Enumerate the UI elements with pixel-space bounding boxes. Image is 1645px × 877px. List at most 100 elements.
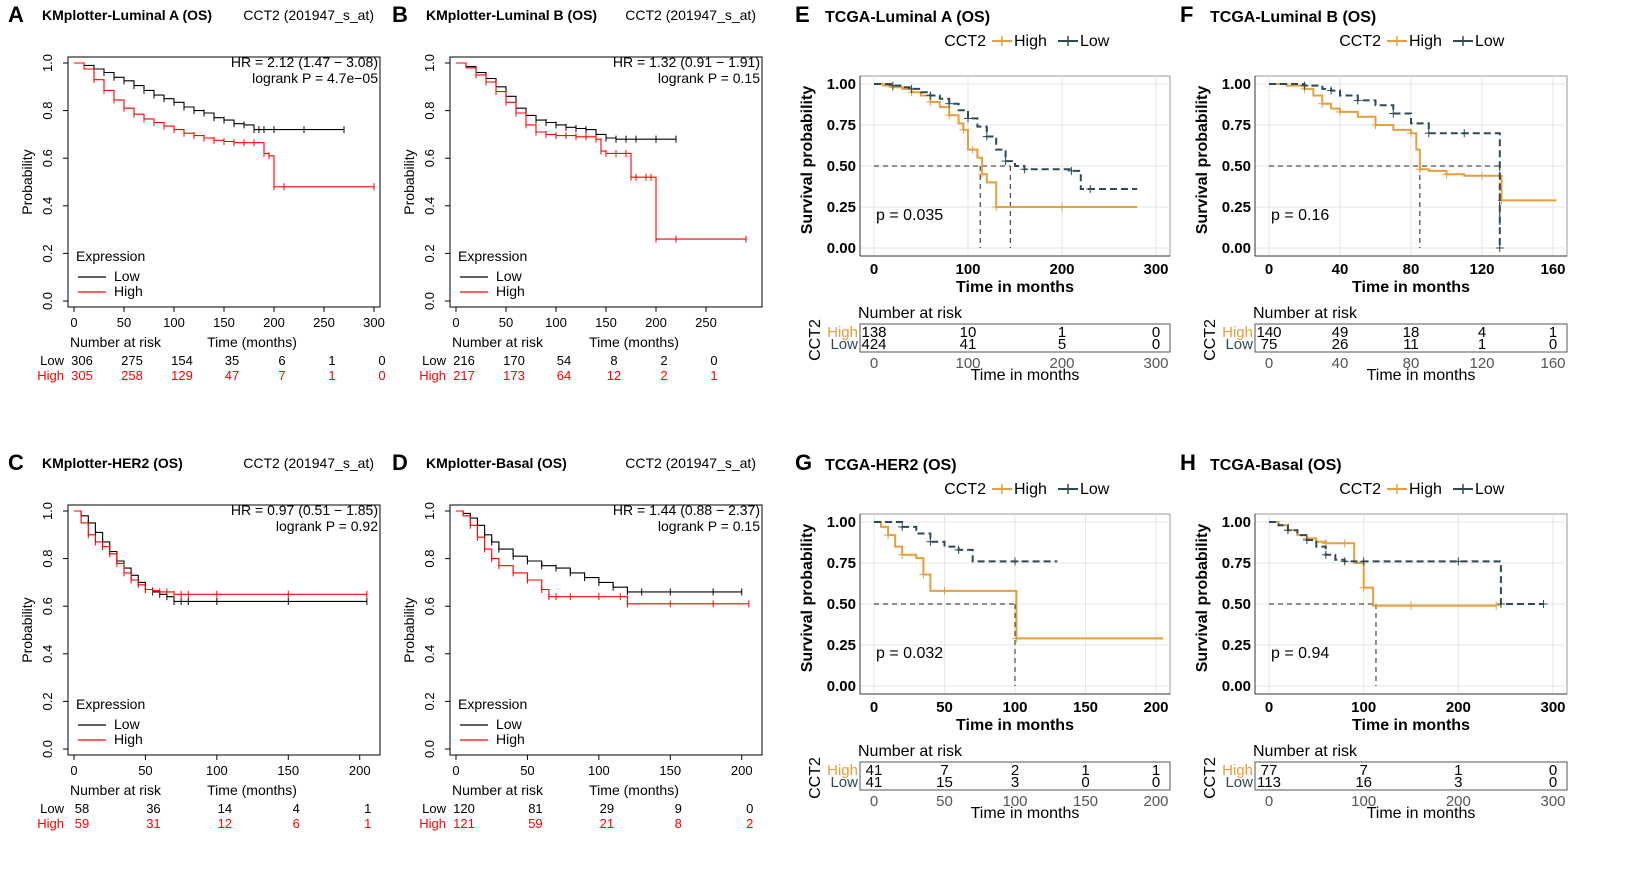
risk-count: 0 xyxy=(378,368,385,383)
panel-h: H TCGA-Basal (OS)CCT2 High Low0.000.250.500… xyxy=(1180,450,1568,822)
strata-label: CCT2 xyxy=(944,33,986,50)
risk-count: 217 xyxy=(453,368,475,383)
x-tick-label: 80 xyxy=(1403,261,1420,278)
risk-x-tick-label: 0 xyxy=(1265,355,1273,372)
risk-x-axis-label: Time in months xyxy=(971,367,1080,384)
risk-count: 0 xyxy=(1549,774,1557,791)
y-tick-label: 0.75 xyxy=(827,117,856,134)
risk-count: 16 xyxy=(1355,774,1372,791)
risk-count: 36 xyxy=(146,801,160,816)
p-value-text: logrank P = 0.15 xyxy=(658,70,760,86)
x-tick-label: 200 xyxy=(645,315,667,330)
x-axis-label: Time in months xyxy=(956,717,1074,734)
risk-row-label-high: High xyxy=(37,816,64,831)
x-axis-label: Time (months) xyxy=(589,782,679,798)
risk-count: 1 xyxy=(710,368,717,383)
legend-title: Expression xyxy=(458,248,527,264)
legend-label-low: Low xyxy=(114,716,141,732)
panel-g: G TCGA-HER2 (OS)CCT2 High Low0.000.250.500.… xyxy=(795,450,1171,822)
x-tick-label: 200 xyxy=(1143,699,1168,716)
risk-row-label-high: High xyxy=(419,816,446,831)
survival-curve-low xyxy=(74,62,344,131)
risk-row-label-low: Low xyxy=(40,801,64,816)
risk-strata-label: CCT2 xyxy=(807,319,824,361)
y-tick-label: 0.8 xyxy=(40,550,55,568)
p-value-text: logrank P = 0.92 xyxy=(276,518,378,534)
y-tick-label: 0.25 xyxy=(827,637,856,654)
x-tick-label: 150 xyxy=(277,763,299,778)
legend-title: Expression xyxy=(458,696,527,712)
risk-x-axis-label: Time in months xyxy=(971,805,1080,822)
x-tick-label: 100 xyxy=(1002,699,1027,716)
x-axis-label: Time (months) xyxy=(207,782,297,798)
p-value-text: p = 0.94 xyxy=(1271,645,1329,662)
y-axis-label: Probability xyxy=(401,597,417,662)
risk-table-title: Number at risk xyxy=(1253,743,1358,760)
x-tick-label: 150 xyxy=(213,315,235,330)
chart-title: TCGA-Luminal B (OS) xyxy=(1210,9,1376,26)
risk-count: 2 xyxy=(660,368,667,383)
risk-x-tick-label: 50 xyxy=(936,793,953,810)
y-tick-label: 0.00 xyxy=(827,240,856,257)
risk-count: 6 xyxy=(278,353,285,368)
y-tick-label: 0.75 xyxy=(827,555,856,572)
risk-count: 2 xyxy=(746,816,753,831)
y-tick-label: 0.00 xyxy=(1222,678,1251,695)
risk-count: 2 xyxy=(1011,762,1019,779)
risk-table-frame xyxy=(859,761,1171,791)
risk-count: 8 xyxy=(675,816,682,831)
risk-count: 1 xyxy=(328,353,335,368)
risk-count: 0 xyxy=(746,801,753,816)
risk-table-title: Number at risk xyxy=(70,782,162,798)
x-tick-label: 100 xyxy=(545,315,567,330)
risk-x-tick-label: 0 xyxy=(870,355,878,372)
x-tick-label: 200 xyxy=(349,763,371,778)
y-axis-label: Survival probability xyxy=(1194,86,1211,235)
risk-x-tick-label: 80 xyxy=(1403,355,1420,372)
risk-x-tick-label: 160 xyxy=(1540,355,1565,372)
risk-count: 1 xyxy=(1058,324,1066,341)
y-tick-label: 0.25 xyxy=(1222,637,1251,654)
hr-text: HR = 1.44 (0.88 − 2.37) xyxy=(613,502,760,518)
panel-label: B xyxy=(392,2,408,27)
probe-label: CCT2 (201947_s_at) xyxy=(243,455,374,471)
risk-table-title: Number at risk xyxy=(858,305,963,322)
y-tick-label: 0.2 xyxy=(40,244,55,262)
risk-row-label-high: High xyxy=(1222,762,1253,779)
risk-count: 6 xyxy=(293,816,300,831)
risk-row-label-low: Low xyxy=(40,353,64,368)
chart-title: TCGA-Basal (OS) xyxy=(1210,457,1342,474)
risk-count: 31 xyxy=(146,816,160,831)
risk-row-label-high: High xyxy=(419,368,446,383)
chart-title: KMplotter-Luminal A (OS) xyxy=(42,7,212,23)
risk-x-tick-label: 100 xyxy=(955,355,980,372)
y-tick-label: 0.6 xyxy=(40,149,55,167)
x-tick-label: 100 xyxy=(955,261,980,278)
risk-count: 9 xyxy=(675,801,682,816)
x-tick-label: 100 xyxy=(1351,699,1376,716)
risk-x-tick-label: 0 xyxy=(1265,793,1273,810)
legend-label-high: High xyxy=(496,283,525,299)
risk-count: 173 xyxy=(503,368,525,383)
risk-count: 35 xyxy=(225,353,239,368)
x-tick-label: 0 xyxy=(70,315,77,330)
risk-x-tick-label: 100 xyxy=(1002,793,1027,810)
risk-count: 21 xyxy=(600,816,614,831)
risk-x-tick-label: 40 xyxy=(1332,355,1349,372)
risk-count: 15 xyxy=(936,774,953,791)
risk-strata-label: CCT2 xyxy=(1202,757,1219,799)
x-axis-label: Time (months) xyxy=(207,334,297,350)
risk-x-tick-label: 150 xyxy=(1073,793,1098,810)
legend-label-low: Low xyxy=(1475,33,1505,50)
risk-count: 1 xyxy=(328,368,335,383)
y-tick-label: 0.6 xyxy=(422,597,437,615)
risk-count: 12 xyxy=(607,368,621,383)
x-tick-label: 0 xyxy=(1265,699,1273,716)
y-tick-label: 0.2 xyxy=(422,692,437,710)
risk-row-label-high: High xyxy=(37,368,64,383)
p-value-text: logrank P = 4.7e−05 xyxy=(252,70,378,86)
legend-label-low: Low xyxy=(1080,481,1110,498)
x-tick-label: 250 xyxy=(695,315,717,330)
chart-title: KMplotter-HER2 (OS) xyxy=(42,455,183,471)
strata-label: CCT2 xyxy=(1339,481,1381,498)
